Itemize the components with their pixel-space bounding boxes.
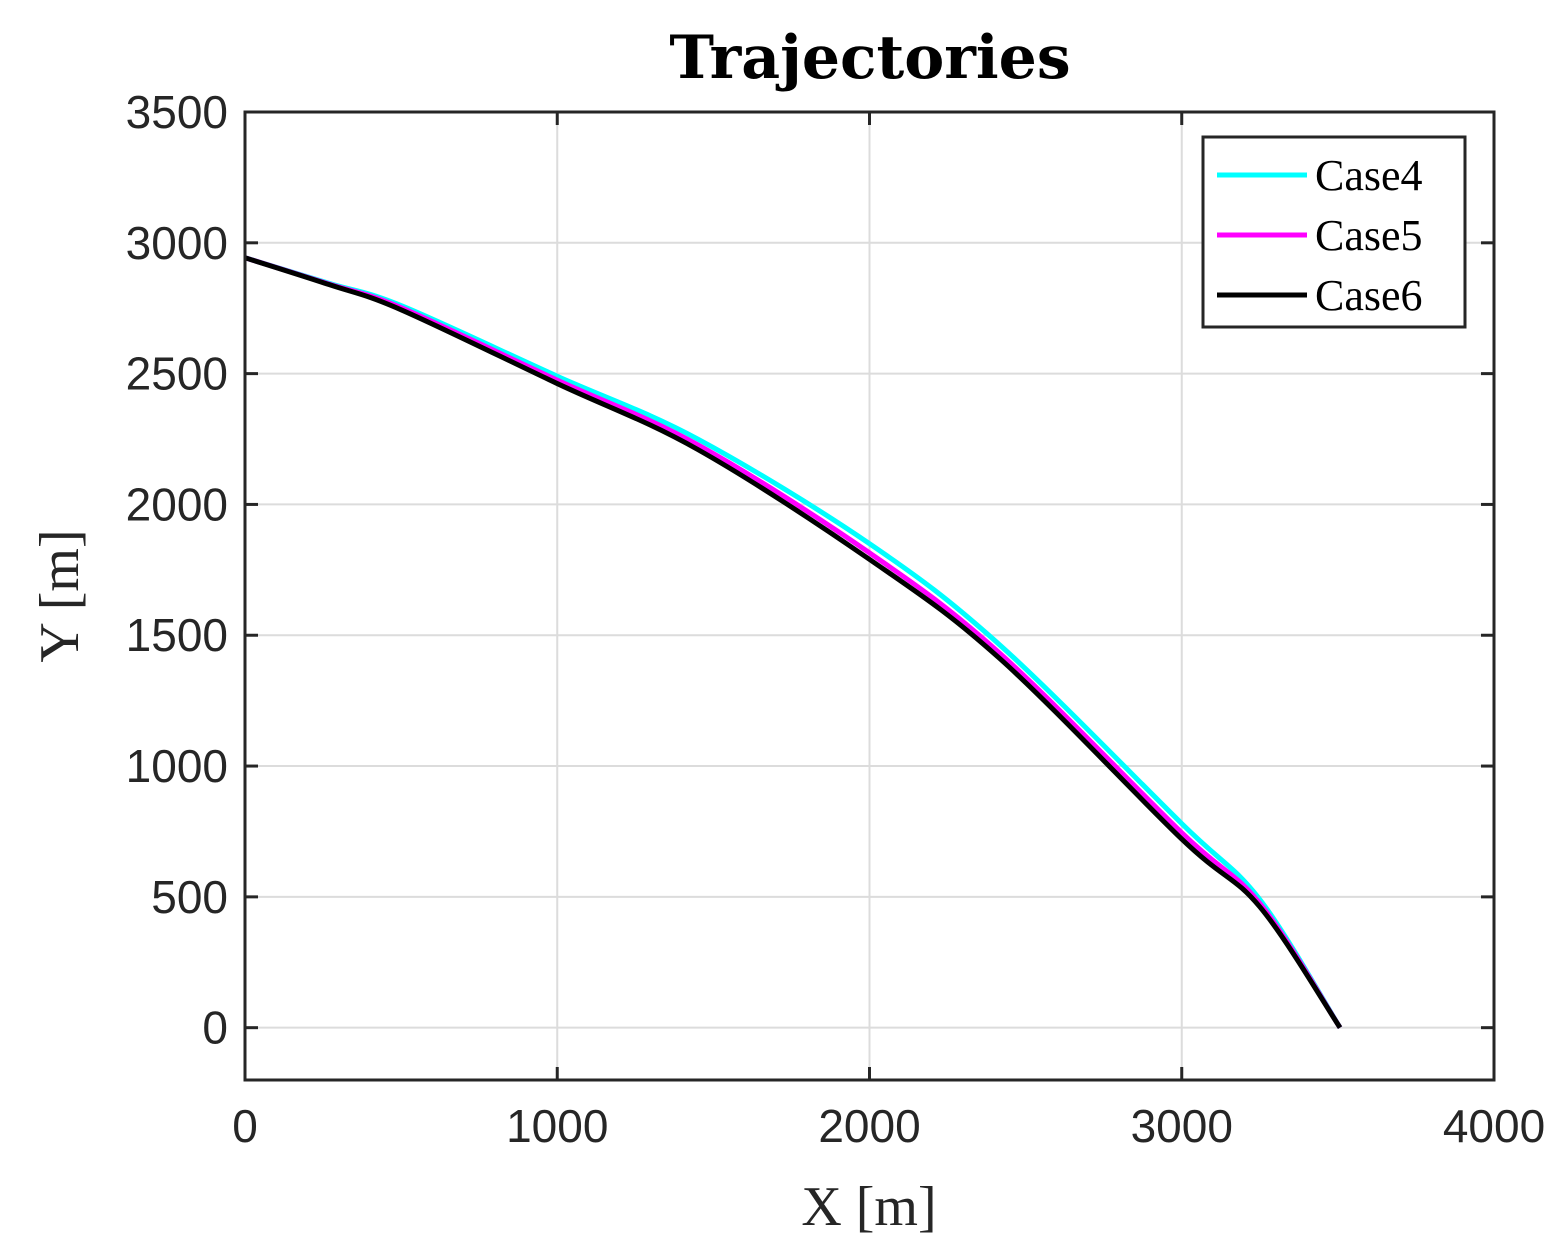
y-axis-label: Y [m] [29, 529, 91, 662]
legend-label-case6: Case6 [1315, 271, 1423, 320]
chart-title: Trajectories [669, 23, 1070, 93]
x-tick-label: 3000 [1131, 1100, 1233, 1152]
plot-series [244, 255, 1343, 1030]
x-tick-labels: 0 1000 2000 3000 4000 [232, 1100, 1545, 1152]
legend-label-case5: Case5 [1315, 211, 1423, 260]
series-line-case6 [244, 255, 1343, 1030]
axis-ticks [243, 110, 1496, 1080]
y-tick-label: 2000 [126, 478, 228, 530]
x-tick-label: 2000 [818, 1100, 920, 1152]
x-axis-label: X [m] [801, 1176, 936, 1238]
y-tick-label: 1500 [126, 609, 228, 661]
legend-label-case4: Case4 [1315, 151, 1423, 200]
y-tick-label: 1000 [126, 740, 228, 792]
y-tick-label: 0 [202, 1002, 228, 1054]
x-tick-label: 1000 [506, 1100, 608, 1152]
y-tick-label: 3000 [126, 217, 228, 269]
y-tick-label: 500 [151, 871, 228, 923]
y-tick-label: 3500 [126, 86, 228, 138]
y-tick-labels: 0 500 1000 1500 2000 2500 3000 3500 [126, 86, 228, 1054]
legend: Case4 Case5 Case6 [1201, 135, 1467, 329]
x-tick-label: 0 [232, 1100, 258, 1152]
y-tick-label: 2500 [126, 348, 228, 400]
x-tick-label: 4000 [1443, 1100, 1545, 1152]
